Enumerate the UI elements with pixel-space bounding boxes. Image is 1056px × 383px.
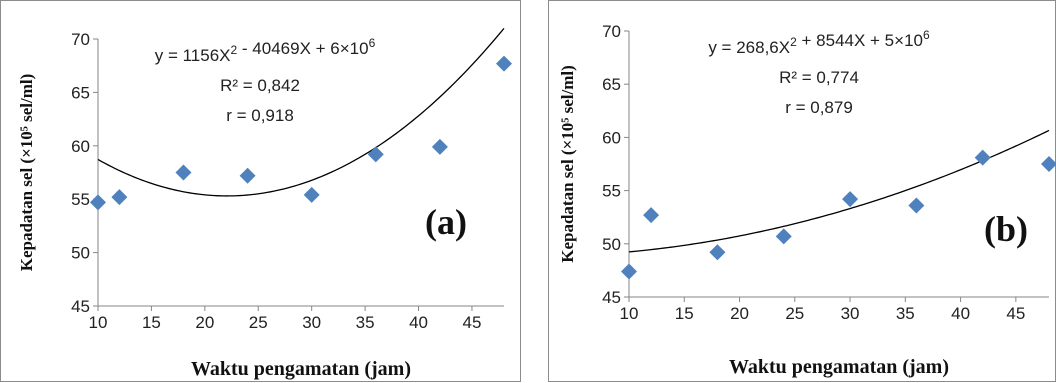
x-axis-label: Waktu pengamatan (jam) (729, 356, 949, 378)
data-point (175, 164, 192, 181)
x-tick-label: 20 (195, 313, 214, 332)
data-point (303, 186, 320, 203)
r-squared-label: R² = 0,774 (779, 68, 859, 87)
data-point (775, 228, 792, 245)
x-tick-label: 35 (896, 304, 915, 323)
r-label: r = 0,879 (785, 98, 853, 117)
trendline (628, 129, 1050, 253)
x-tick-label: 15 (142, 313, 161, 332)
y-tick-label: 70 (602, 22, 621, 41)
data-point (643, 207, 660, 224)
x-tick-label: 25 (785, 304, 804, 323)
chart-panel-a: 45 50 55 60 65 70 10 15 20 25 30 35 40 45 y = 1156X2 -… (0, 0, 521, 382)
x-tick-label: 35 (356, 313, 375, 332)
trendline-equation: y = 1156X2 - 40469X + 6×106 (155, 36, 376, 65)
y-tick-label: 55 (602, 182, 621, 201)
y-tick-label: 45 (602, 288, 621, 307)
data-point (90, 194, 106, 211)
data-point (709, 244, 726, 261)
panel-label: (b) (984, 209, 1028, 249)
x-tick-label: 40 (409, 313, 428, 332)
x-tick-label: 10 (620, 304, 639, 323)
data-point (239, 167, 256, 184)
data-point (974, 149, 991, 166)
chart-a-svg: 45 50 55 60 65 70 10 15 20 25 30 35 40 45 y = 1156X2 -… (17, 27, 512, 380)
y-tick-label: 50 (602, 235, 621, 254)
x-tick-label: 45 (462, 313, 481, 332)
x-tick-label: 40 (951, 304, 970, 323)
y-axis-label: Kepadatan sel (×10⁵ sel/ml) (558, 65, 577, 263)
y-tick-label: 55 (71, 190, 90, 209)
y-tick-label: 50 (71, 244, 90, 263)
y-tick-label: 65 (602, 75, 621, 94)
y-axis-label: Kepadatan sel (×10⁵ sel/ml) (17, 74, 36, 272)
trendline (97, 27, 505, 197)
panel-label: (a) (425, 202, 467, 242)
data-point (431, 138, 448, 155)
x-tick-label: 25 (249, 313, 268, 332)
r-squared-label: R² = 0,842 (220, 76, 300, 95)
r-label: r = 0,918 (226, 106, 294, 125)
data-point (621, 263, 637, 280)
data-point (842, 191, 859, 208)
x-tick-label: 30 (302, 313, 321, 332)
x-axis-label: Waktu pengamatan (jam) (191, 358, 411, 380)
data-point (908, 197, 925, 214)
trendline-equation: y = 268,6X2 + 8544X + 5×106 (708, 28, 930, 57)
y-tick-label: 60 (602, 128, 621, 147)
y-tick-label: 45 (71, 297, 90, 316)
x-tick-label: 45 (1006, 304, 1025, 323)
x-tick-label: 30 (841, 304, 860, 323)
data-point (1041, 156, 1056, 172)
data-point (367, 146, 384, 163)
chart-b-svg: 45 50 55 60 65 70 10 15 20 25 30 35 40 45 y = 268,6X2 … (558, 22, 1056, 378)
chart-panel-b: 45 50 55 60 65 70 10 15 20 25 30 35 40 45 y = 268,6X2 … (548, 0, 1056, 382)
x-tick-label: 20 (730, 304, 749, 323)
y-tick-label: 65 (71, 83, 90, 102)
data-point (111, 189, 128, 206)
x-tick-label: 10 (89, 313, 108, 332)
x-tick-label: 15 (675, 304, 694, 323)
data-point (496, 55, 512, 72)
y-tick-label: 70 (71, 30, 90, 49)
y-tick-label: 60 (71, 137, 90, 156)
